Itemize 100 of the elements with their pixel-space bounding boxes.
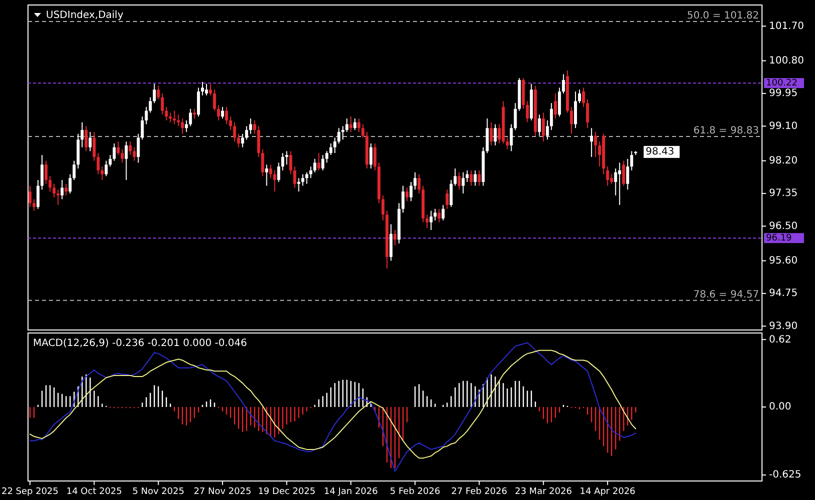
ref-line-label: 96.19 bbox=[766, 234, 792, 244]
candlestick bbox=[192, 108, 196, 119]
candlestick bbox=[144, 106, 148, 125]
candlestick bbox=[156, 85, 160, 100]
candlestick bbox=[337, 128, 340, 144]
candlestick bbox=[273, 170, 276, 192]
y-tick-label: 96.50 bbox=[769, 220, 798, 232]
candlestick bbox=[470, 170, 473, 186]
candlestick bbox=[614, 168, 618, 196]
candlestick bbox=[570, 106, 573, 134]
x-tick-label: 27 Nov 2025 bbox=[194, 487, 252, 497]
candlestick bbox=[462, 172, 465, 194]
candlestick bbox=[510, 124, 513, 152]
candlestick bbox=[36, 180, 40, 210]
candlestick bbox=[68, 174, 72, 194]
y-tick-label: 93.90 bbox=[769, 320, 798, 332]
candlestick bbox=[44, 160, 48, 184]
candlestick bbox=[341, 126, 344, 140]
candlestick bbox=[225, 106, 228, 125]
candlestick bbox=[176, 114, 180, 127]
candlestick bbox=[205, 83, 208, 96]
candlestick bbox=[140, 116, 144, 140]
candlestick bbox=[550, 102, 553, 130]
candlestick bbox=[410, 181, 413, 202]
candlestick bbox=[546, 120, 549, 140]
candlestick bbox=[622, 160, 626, 186]
candlestick bbox=[128, 141, 132, 156]
candlestick bbox=[56, 189, 60, 206]
candlestick bbox=[369, 142, 372, 169]
candlestick bbox=[148, 96, 152, 114]
candlestick bbox=[233, 122, 236, 142]
ref-line-label: 100.22 bbox=[766, 78, 798, 89]
candlestick bbox=[414, 172, 417, 190]
candlestick bbox=[542, 112, 545, 142]
candlestick bbox=[438, 208, 441, 223]
candlestick bbox=[209, 83, 212, 96]
candlestick bbox=[217, 104, 220, 121]
candlestick bbox=[458, 172, 461, 190]
candlestick bbox=[317, 152, 320, 171]
candlestick bbox=[28, 185, 32, 208]
candlestick bbox=[285, 150, 288, 166]
candlestick bbox=[261, 148, 264, 177]
candlestick bbox=[446, 189, 449, 210]
candlestick bbox=[373, 142, 376, 171]
y-tick-label: 98.20 bbox=[769, 156, 798, 167]
x-tick-label: 14 Apr 2026 bbox=[580, 487, 636, 497]
candlestick bbox=[269, 164, 272, 179]
candlestick bbox=[92, 131, 96, 162]
candlestick bbox=[152, 83, 156, 104]
candlestick bbox=[160, 92, 164, 116]
candlestick bbox=[630, 150, 634, 171]
candlestick bbox=[221, 106, 224, 119]
candlestick bbox=[494, 124, 497, 146]
text: MACD(12,26,9) -0.236 -0.201 0.000 -0.046 bbox=[33, 338, 247, 349]
candlestick bbox=[574, 91, 577, 129]
candlestick bbox=[237, 133, 240, 148]
y-tick-label: 101.70 bbox=[769, 20, 804, 32]
candlestick bbox=[538, 114, 541, 136]
candlestick bbox=[104, 160, 108, 177]
candlestick bbox=[172, 110, 176, 125]
y-tick-label: 99.10 bbox=[769, 120, 798, 132]
candlestick bbox=[357, 118, 360, 132]
candlestick bbox=[253, 120, 256, 134]
candlestick bbox=[325, 150, 328, 164]
candlestick bbox=[293, 166, 296, 188]
candlestick bbox=[52, 183, 56, 198]
candlestick bbox=[321, 154, 324, 171]
candlestick bbox=[381, 194, 384, 221]
candlestick bbox=[390, 224, 392, 262]
y-tick-label: 0.00 bbox=[769, 402, 792, 413]
ref-line-label: 78.6 = 94.57 bbox=[693, 289, 759, 300]
candlestick bbox=[249, 118, 252, 134]
candlestick bbox=[526, 100, 529, 123]
candlestick bbox=[466, 170, 469, 182]
candlestick bbox=[184, 120, 188, 132]
candlestick bbox=[60, 180, 64, 200]
candlestick bbox=[582, 87, 585, 108]
y-tick-label: 100.80 bbox=[769, 56, 804, 67]
candlestick bbox=[100, 166, 104, 180]
ref-line-label: 50.0 = 101.82 bbox=[687, 10, 759, 22]
candlestick bbox=[309, 166, 312, 179]
candlestick bbox=[450, 180, 453, 208]
x-tick-label: 19 Dec 2025 bbox=[258, 487, 316, 497]
candlestick bbox=[514, 102, 517, 130]
candlestick bbox=[418, 174, 421, 194]
candlestick bbox=[474, 170, 477, 186]
ref-line-label: 61.8 = 98.83 bbox=[693, 126, 759, 137]
x-tick-label: 23 Mar 2026 bbox=[514, 487, 572, 497]
candlestick bbox=[594, 131, 598, 158]
candlestick bbox=[454, 168, 457, 186]
candlestick bbox=[164, 106, 168, 121]
candlestick bbox=[64, 183, 68, 196]
candlestick bbox=[48, 176, 52, 192]
candlestick bbox=[245, 126, 248, 140]
candlestick bbox=[124, 141, 128, 180]
y-tick-label: 97.35 bbox=[769, 188, 798, 200]
line-series bbox=[30, 350, 636, 459]
candlestick bbox=[180, 118, 184, 134]
x-tick-label: 14 Oct 2025 bbox=[66, 487, 122, 497]
x-tick-label: 27 Feb 2026 bbox=[451, 487, 508, 497]
